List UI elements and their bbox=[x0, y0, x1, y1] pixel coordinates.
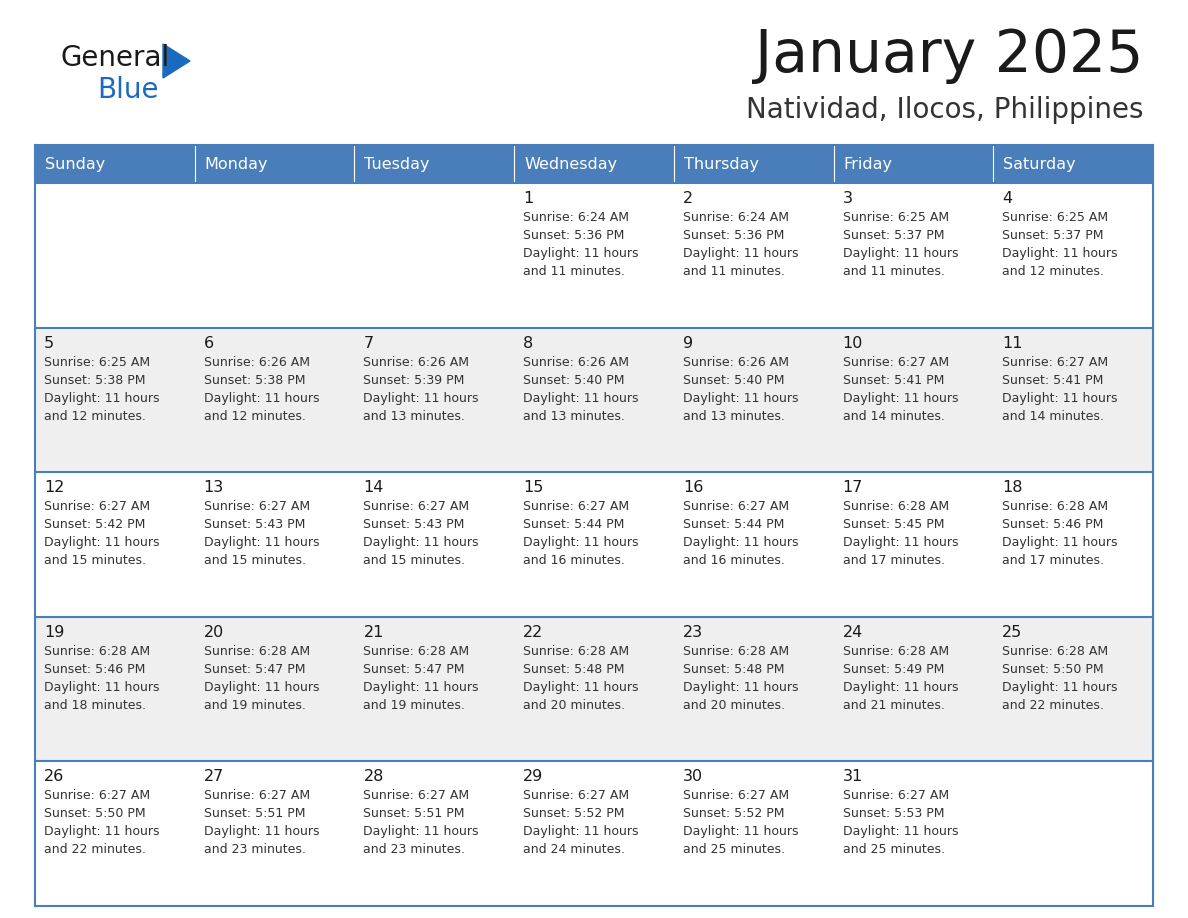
Text: Sunrise: 6:28 AM
Sunset: 5:48 PM
Daylight: 11 hours
and 20 minutes.: Sunrise: 6:28 AM Sunset: 5:48 PM Dayligh… bbox=[523, 644, 639, 711]
Text: Friday: Friday bbox=[843, 156, 892, 172]
Text: 19: 19 bbox=[44, 625, 64, 640]
Text: Sunrise: 6:24 AM
Sunset: 5:36 PM
Daylight: 11 hours
and 11 minutes.: Sunrise: 6:24 AM Sunset: 5:36 PM Dayligh… bbox=[683, 211, 798, 278]
Text: 21: 21 bbox=[364, 625, 384, 640]
Text: 5: 5 bbox=[44, 336, 55, 351]
Text: 13: 13 bbox=[203, 480, 225, 495]
Text: Sunrise: 6:27 AM
Sunset: 5:43 PM
Daylight: 11 hours
and 15 minutes.: Sunrise: 6:27 AM Sunset: 5:43 PM Dayligh… bbox=[364, 500, 479, 567]
Bar bbox=[34, 761, 1154, 906]
Text: Sunrise: 6:25 AM
Sunset: 5:37 PM
Daylight: 11 hours
and 12 minutes.: Sunrise: 6:25 AM Sunset: 5:37 PM Dayligh… bbox=[1003, 211, 1118, 278]
Text: Sunrise: 6:27 AM
Sunset: 5:44 PM
Daylight: 11 hours
and 16 minutes.: Sunrise: 6:27 AM Sunset: 5:44 PM Dayligh… bbox=[683, 500, 798, 567]
Text: Sunrise: 6:28 AM
Sunset: 5:47 PM
Daylight: 11 hours
and 19 minutes.: Sunrise: 6:28 AM Sunset: 5:47 PM Dayligh… bbox=[364, 644, 479, 711]
Bar bbox=[34, 183, 1154, 328]
Text: Sunrise: 6:27 AM
Sunset: 5:50 PM
Daylight: 11 hours
and 22 minutes.: Sunrise: 6:27 AM Sunset: 5:50 PM Dayligh… bbox=[44, 789, 159, 856]
Text: 6: 6 bbox=[203, 336, 214, 351]
Text: Sunrise: 6:27 AM
Sunset: 5:51 PM
Daylight: 11 hours
and 23 minutes.: Sunrise: 6:27 AM Sunset: 5:51 PM Dayligh… bbox=[203, 789, 320, 856]
Text: Sunrise: 6:28 AM
Sunset: 5:47 PM
Daylight: 11 hours
and 19 minutes.: Sunrise: 6:28 AM Sunset: 5:47 PM Dayligh… bbox=[203, 644, 320, 711]
Text: Sunrise: 6:27 AM
Sunset: 5:42 PM
Daylight: 11 hours
and 15 minutes.: Sunrise: 6:27 AM Sunset: 5:42 PM Dayligh… bbox=[44, 500, 159, 567]
Text: Thursday: Thursday bbox=[684, 156, 759, 172]
Text: Sunrise: 6:27 AM
Sunset: 5:53 PM
Daylight: 11 hours
and 25 minutes.: Sunrise: 6:27 AM Sunset: 5:53 PM Dayligh… bbox=[842, 789, 958, 856]
Polygon shape bbox=[163, 44, 190, 78]
Text: 24: 24 bbox=[842, 625, 862, 640]
Text: Sunrise: 6:27 AM
Sunset: 5:41 PM
Daylight: 11 hours
and 14 minutes.: Sunrise: 6:27 AM Sunset: 5:41 PM Dayligh… bbox=[1003, 355, 1118, 422]
Text: 25: 25 bbox=[1003, 625, 1023, 640]
Text: 30: 30 bbox=[683, 769, 703, 784]
Text: Sunrise: 6:26 AM
Sunset: 5:40 PM
Daylight: 11 hours
and 13 minutes.: Sunrise: 6:26 AM Sunset: 5:40 PM Dayligh… bbox=[523, 355, 639, 422]
Text: Sunrise: 6:27 AM
Sunset: 5:52 PM
Daylight: 11 hours
and 24 minutes.: Sunrise: 6:27 AM Sunset: 5:52 PM Dayligh… bbox=[523, 789, 639, 856]
Text: 1: 1 bbox=[523, 191, 533, 206]
Bar bbox=[34, 328, 1154, 472]
Text: Sunrise: 6:24 AM
Sunset: 5:36 PM
Daylight: 11 hours
and 11 minutes.: Sunrise: 6:24 AM Sunset: 5:36 PM Dayligh… bbox=[523, 211, 639, 278]
Text: 10: 10 bbox=[842, 336, 862, 351]
Text: Sunrise: 6:25 AM
Sunset: 5:37 PM
Daylight: 11 hours
and 11 minutes.: Sunrise: 6:25 AM Sunset: 5:37 PM Dayligh… bbox=[842, 211, 958, 278]
Text: 17: 17 bbox=[842, 480, 862, 495]
Text: 18: 18 bbox=[1003, 480, 1023, 495]
Bar bbox=[993, 145, 1154, 183]
Text: Sunrise: 6:28 AM
Sunset: 5:50 PM
Daylight: 11 hours
and 22 minutes.: Sunrise: 6:28 AM Sunset: 5:50 PM Dayligh… bbox=[1003, 644, 1118, 711]
Text: Tuesday: Tuesday bbox=[365, 156, 430, 172]
Text: Sunrise: 6:28 AM
Sunset: 5:46 PM
Daylight: 11 hours
and 18 minutes.: Sunrise: 6:28 AM Sunset: 5:46 PM Dayligh… bbox=[44, 644, 159, 711]
Text: Sunday: Sunday bbox=[45, 156, 106, 172]
Text: 16: 16 bbox=[683, 480, 703, 495]
Text: Sunrise: 6:26 AM
Sunset: 5:39 PM
Daylight: 11 hours
and 13 minutes.: Sunrise: 6:26 AM Sunset: 5:39 PM Dayligh… bbox=[364, 355, 479, 422]
Text: Sunrise: 6:25 AM
Sunset: 5:38 PM
Daylight: 11 hours
and 12 minutes.: Sunrise: 6:25 AM Sunset: 5:38 PM Dayligh… bbox=[44, 355, 159, 422]
Text: 27: 27 bbox=[203, 769, 225, 784]
Text: Sunrise: 6:28 AM
Sunset: 5:45 PM
Daylight: 11 hours
and 17 minutes.: Sunrise: 6:28 AM Sunset: 5:45 PM Dayligh… bbox=[842, 500, 958, 567]
Text: 31: 31 bbox=[842, 769, 862, 784]
Text: Sunrise: 6:26 AM
Sunset: 5:40 PM
Daylight: 11 hours
and 13 minutes.: Sunrise: 6:26 AM Sunset: 5:40 PM Dayligh… bbox=[683, 355, 798, 422]
Text: Sunrise: 6:27 AM
Sunset: 5:43 PM
Daylight: 11 hours
and 15 minutes.: Sunrise: 6:27 AM Sunset: 5:43 PM Dayligh… bbox=[203, 500, 320, 567]
Bar bbox=[195, 145, 354, 183]
Bar bbox=[834, 145, 993, 183]
Text: Sunrise: 6:28 AM
Sunset: 5:46 PM
Daylight: 11 hours
and 17 minutes.: Sunrise: 6:28 AM Sunset: 5:46 PM Dayligh… bbox=[1003, 500, 1118, 567]
Text: Sunrise: 6:27 AM
Sunset: 5:44 PM
Daylight: 11 hours
and 16 minutes.: Sunrise: 6:27 AM Sunset: 5:44 PM Dayligh… bbox=[523, 500, 639, 567]
Text: Sunrise: 6:28 AM
Sunset: 5:49 PM
Daylight: 11 hours
and 21 minutes.: Sunrise: 6:28 AM Sunset: 5:49 PM Dayligh… bbox=[842, 644, 958, 711]
Bar bbox=[34, 617, 1154, 761]
Text: Sunrise: 6:27 AM
Sunset: 5:41 PM
Daylight: 11 hours
and 14 minutes.: Sunrise: 6:27 AM Sunset: 5:41 PM Dayligh… bbox=[842, 355, 958, 422]
Text: 9: 9 bbox=[683, 336, 693, 351]
Text: 4: 4 bbox=[1003, 191, 1012, 206]
Text: 28: 28 bbox=[364, 769, 384, 784]
Text: 8: 8 bbox=[523, 336, 533, 351]
Text: Sunrise: 6:27 AM
Sunset: 5:52 PM
Daylight: 11 hours
and 25 minutes.: Sunrise: 6:27 AM Sunset: 5:52 PM Dayligh… bbox=[683, 789, 798, 856]
Text: 26: 26 bbox=[44, 769, 64, 784]
Text: 20: 20 bbox=[203, 625, 225, 640]
Text: Natividad, Ilocos, Philippines: Natividad, Ilocos, Philippines bbox=[746, 96, 1143, 124]
Text: 7: 7 bbox=[364, 336, 373, 351]
Text: 29: 29 bbox=[523, 769, 543, 784]
Text: January 2025: January 2025 bbox=[754, 27, 1143, 84]
Text: General: General bbox=[61, 44, 169, 72]
Bar bbox=[34, 145, 195, 183]
Text: Monday: Monday bbox=[204, 156, 268, 172]
Text: 23: 23 bbox=[683, 625, 703, 640]
Text: 3: 3 bbox=[842, 191, 853, 206]
Bar bbox=[34, 472, 1154, 617]
Bar bbox=[674, 145, 834, 183]
Bar bbox=[514, 145, 674, 183]
Text: Sunrise: 6:26 AM
Sunset: 5:38 PM
Daylight: 11 hours
and 12 minutes.: Sunrise: 6:26 AM Sunset: 5:38 PM Dayligh… bbox=[203, 355, 320, 422]
Text: Wednesday: Wednesday bbox=[524, 156, 618, 172]
Bar bbox=[354, 145, 514, 183]
Text: 2: 2 bbox=[683, 191, 693, 206]
Text: Blue: Blue bbox=[97, 76, 158, 104]
Text: Saturday: Saturday bbox=[1004, 156, 1076, 172]
Text: 12: 12 bbox=[44, 480, 64, 495]
Text: 14: 14 bbox=[364, 480, 384, 495]
Text: Sunrise: 6:28 AM
Sunset: 5:48 PM
Daylight: 11 hours
and 20 minutes.: Sunrise: 6:28 AM Sunset: 5:48 PM Dayligh… bbox=[683, 644, 798, 711]
Text: 11: 11 bbox=[1003, 336, 1023, 351]
Text: 22: 22 bbox=[523, 625, 543, 640]
Text: Sunrise: 6:27 AM
Sunset: 5:51 PM
Daylight: 11 hours
and 23 minutes.: Sunrise: 6:27 AM Sunset: 5:51 PM Dayligh… bbox=[364, 789, 479, 856]
Text: 15: 15 bbox=[523, 480, 544, 495]
